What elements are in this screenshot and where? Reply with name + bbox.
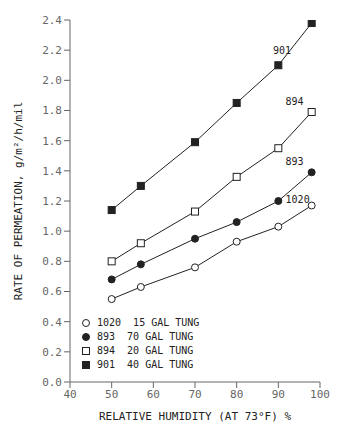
- svg-text:RELATIVE HUMIDITY (AT 73°F) %: RELATIVE HUMIDITY (AT 73°F) %: [99, 410, 291, 423]
- html-text:901 40 GAL TUNG: 901 40 GAL TUNG: [97, 359, 194, 370]
- svg-text:70: 70: [188, 388, 201, 401]
- html-text:893 70 GAL TUNG: 893 70 GAL TUNG: [97, 331, 194, 342]
- svg-text:0.0: 0.0: [42, 376, 62, 389]
- svg-text:901: 901: [273, 45, 291, 56]
- svg-text:0.2: 0.2: [42, 346, 62, 359]
- svg-text:60: 60: [147, 388, 160, 401]
- svg-text:90: 90: [272, 388, 285, 401]
- svg-text:1.0: 1.0: [42, 225, 62, 238]
- svg-text:893: 893: [286, 156, 304, 167]
- svg-text:80: 80: [230, 388, 243, 401]
- svg-text:894: 894: [286, 96, 304, 107]
- svg-text:2.4: 2.4: [42, 14, 62, 27]
- svg-text:0.6: 0.6: [42, 285, 62, 298]
- svg-text:1.6: 1.6: [42, 135, 62, 148]
- svg-text:2.2: 2.2: [42, 44, 62, 57]
- svg-text:2.0: 2.0: [42, 74, 62, 87]
- html-text:1020 15 GAL TUNG: 1020 15 GAL TUNG: [97, 317, 200, 328]
- svg-text:1.4: 1.4: [42, 165, 62, 178]
- svg-text:0.8: 0.8: [42, 255, 62, 268]
- svg-text:50: 50: [105, 388, 118, 401]
- svg-text:40: 40: [63, 388, 76, 401]
- svg-text:1.2: 1.2: [42, 195, 62, 208]
- svg-text:1020: 1020: [286, 194, 310, 205]
- svg-text:100: 100: [310, 388, 330, 401]
- svg-text:RATE OF PERMEATION, g/m²/h/mil: RATE OF PERMEATION, g/m²/h/mil: [12, 102, 25, 301]
- html-text:894 20 GAL TUNG: 894 20 GAL TUNG: [97, 345, 194, 356]
- svg-text:0.4: 0.4: [42, 316, 62, 329]
- svg-text:1.8: 1.8: [42, 104, 62, 117]
